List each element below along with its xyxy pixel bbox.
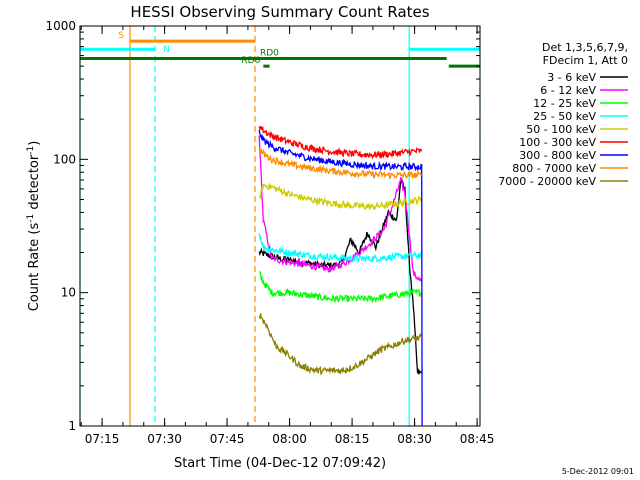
series-line-4 [258, 233, 423, 264]
series-line-2 [258, 135, 423, 283]
x-tick-label-5: 08:15 [335, 432, 370, 446]
series-line-8 [258, 148, 422, 180]
series-line-5 [259, 183, 423, 210]
legend-label-5: 50 - 100 keV [526, 123, 596, 136]
chart-title: HESSI Observing Summary Count Rates [130, 3, 429, 21]
legend: Det 1,3,5,6,7,9, FDecim 1, Att 0 3 - 6 k… [498, 41, 628, 188]
legend-label-7: 300 - 800 keV [519, 149, 596, 162]
legend-header-1: Det 1,3,5,6,7,9, [542, 41, 628, 54]
legend-label-4: 25 - 50 keV [533, 110, 596, 123]
series-line-6 [258, 125, 423, 160]
series-line-3 [259, 271, 422, 304]
flag-label-5: RD6 [241, 56, 260, 66]
series-layer [258, 125, 423, 427]
legend-label-8: 800 - 7000 keV [512, 162, 596, 175]
flag-label-2: N [163, 45, 170, 55]
y-axis-label: Count Rate (s-1 detector-1) [26, 141, 42, 312]
x-tick-label-2: 07:30 [147, 432, 182, 446]
vertical-lines [79, 26, 481, 426]
legend-label-2: 6 - 12 keV [540, 84, 596, 97]
legend-label-3: 12 - 25 keV [533, 97, 596, 110]
x-tick-label-1: 07:15 [85, 432, 120, 446]
x-tick-label-4: 08:00 [272, 432, 307, 446]
footer-date: 5-Dec-2012 09:01 [562, 467, 634, 476]
y-tick-label-3: 100 [53, 152, 76, 166]
x-tick-label-6: 08:30 [397, 432, 432, 446]
y-tick-label-1: 1 [68, 419, 76, 433]
legend-label-6: 100 - 300 keV [519, 136, 596, 149]
series-line-7 [258, 129, 423, 427]
x-tick-label-7: 08:45 [460, 432, 495, 446]
legend-header-2: FDecim 1, Att 0 [543, 54, 628, 67]
flag-label-1: S [118, 31, 124, 41]
legend-label-9: 7000 - 20000 keV [498, 175, 596, 188]
legend-label-1: 3 - 6 keV [547, 71, 596, 84]
axes: 07:15 07:30 07:45 08:00 08:15 08:30 08:45 1 10 10… [45, 19, 494, 446]
series-line-9 [258, 313, 423, 376]
x-axis-label: Start Time (04-Dec-12 07:09:42) [174, 456, 386, 471]
x-tick-label-3: 07:45 [210, 432, 245, 446]
flag-label-4: RD0 [260, 49, 279, 59]
plot-frame [79, 25, 481, 427]
y-tick-label-4: 1000 [45, 19, 76, 33]
y-tick-label-2: 10 [61, 286, 76, 300]
